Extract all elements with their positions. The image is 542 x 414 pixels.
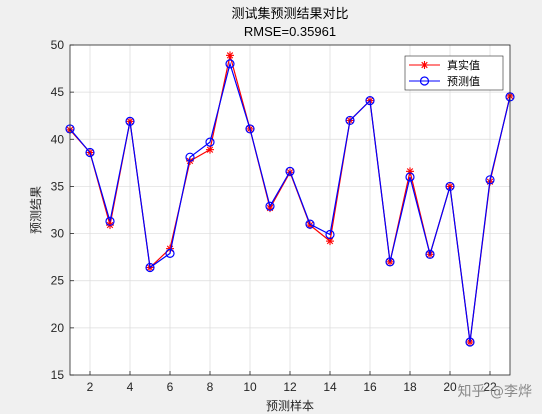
chart-subtitle: RMSE=0.35961 <box>244 24 336 39</box>
legend-marker-symbol <box>419 76 430 86</box>
watermark: 知乎 @李烨 <box>458 383 532 400</box>
y-tick-label: 45 <box>51 85 65 99</box>
series-layer <box>65 51 515 347</box>
data-point <box>205 137 215 147</box>
data-point <box>425 249 435 259</box>
x-tick-label: 2 <box>87 380 94 394</box>
data-point <box>265 201 275 211</box>
x-tick-label: 12 <box>283 380 297 394</box>
legend: 真实值 预测值 <box>404 55 504 91</box>
chart-title: 测试集预测结果对比 <box>231 6 348 22</box>
data-point <box>206 145 214 154</box>
y-tick-label: 50 <box>51 38 65 52</box>
legend-marker-0 <box>420 61 429 69</box>
data-point <box>445 181 455 192</box>
legend-marker-symbol <box>420 61 429 69</box>
y-tick-label: 35 <box>51 179 65 193</box>
x-tick-label: 14 <box>323 380 337 394</box>
data-point <box>285 166 295 176</box>
ticks: 2 4 6 8 10 12 14 16 18 20 22 15 20 25 30 35 40 45 50 <box>51 38 497 394</box>
data-point <box>385 257 395 267</box>
x-tick-label: 18 <box>403 380 417 394</box>
x-tick-label: 4 <box>127 380 134 394</box>
y-tick-label: 20 <box>51 321 65 335</box>
data-point <box>325 229 335 240</box>
data-point <box>225 59 235 69</box>
data-point <box>105 216 115 226</box>
data-point <box>125 116 135 126</box>
x-tick-label: 6 <box>167 380 174 394</box>
data-point <box>226 51 234 60</box>
data-point <box>165 248 175 258</box>
data-point <box>305 219 315 229</box>
series-line <box>69 61 511 343</box>
data-point <box>145 262 155 273</box>
series-1 <box>65 59 515 347</box>
x-tick-label: 16 <box>363 380 377 394</box>
legend-label-0: 真实值 <box>447 58 480 72</box>
y-tick-label: 40 <box>51 132 65 146</box>
legend-label-1: 预测值 <box>447 75 480 88</box>
data-point <box>405 172 415 182</box>
y-axis-label: 预测结果 <box>29 186 43 234</box>
y-tick-label: 25 <box>51 274 65 288</box>
data-point <box>365 96 375 106</box>
x-tick-label: 22 <box>483 380 497 394</box>
x-tick-label: 10 <box>243 380 257 394</box>
legend-marker-1 <box>419 76 430 86</box>
data-point <box>245 124 255 134</box>
y-tick-label: 30 <box>51 227 65 241</box>
x-tick-label: 20 <box>443 380 457 394</box>
data-point <box>345 115 355 126</box>
data-point <box>485 175 495 185</box>
x-axis-label: 预测样本 <box>266 398 314 413</box>
data-point <box>465 337 475 347</box>
y-tick-label: 15 <box>51 368 65 382</box>
x-tick-label: 8 <box>207 380 214 394</box>
data-point <box>185 152 195 162</box>
data-point <box>85 147 95 158</box>
